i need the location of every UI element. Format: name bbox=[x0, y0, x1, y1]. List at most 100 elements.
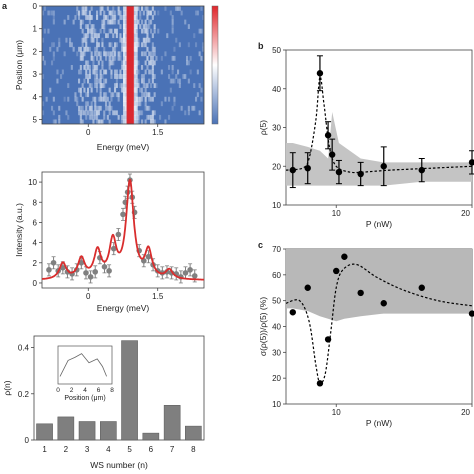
heatmap-cell bbox=[130, 88, 132, 93]
heatmap-cell bbox=[179, 83, 181, 88]
heatmap-cell bbox=[100, 83, 102, 88]
heatmap-y-tick-label: 3 bbox=[33, 70, 38, 79]
heatmap-cell bbox=[161, 70, 163, 75]
heatmap-cell bbox=[83, 11, 85, 16]
heatmap-cell bbox=[123, 11, 125, 16]
heatmap-cell bbox=[96, 65, 98, 70]
heatmap-cell bbox=[100, 70, 102, 75]
heatmap-cell bbox=[94, 101, 96, 106]
panel-c-y-tick-label: 20 bbox=[272, 374, 281, 383]
heatmap-cell bbox=[98, 110, 100, 115]
heatmap-cell bbox=[116, 29, 118, 34]
heatmap-cell bbox=[53, 51, 55, 56]
heatmap-cell bbox=[150, 83, 152, 88]
heatmap-cell bbox=[80, 70, 82, 75]
heatmap-cell bbox=[130, 119, 132, 124]
heatmap-cell bbox=[146, 106, 148, 111]
heatmap-cell bbox=[141, 51, 143, 56]
heatmap-cell bbox=[137, 119, 139, 124]
heatmap-cell bbox=[145, 101, 147, 106]
heatmap-cell bbox=[103, 79, 105, 84]
heatmap-cell bbox=[130, 110, 132, 115]
heatmap-cell bbox=[123, 92, 125, 97]
heatmap-cell bbox=[74, 15, 76, 20]
heatmap-cell bbox=[96, 83, 98, 88]
spectrum-y-tick-label: 4 bbox=[33, 239, 38, 248]
heatmap-cell bbox=[121, 119, 123, 124]
heatmap-cell bbox=[85, 42, 87, 47]
heatmap-cell bbox=[98, 106, 100, 111]
panel-b-plot bbox=[286, 56, 474, 188]
heatmap-cell bbox=[91, 51, 93, 56]
histogram-x-tick-label: 3 bbox=[85, 445, 90, 454]
heatmap-cell bbox=[172, 15, 174, 20]
heatmap-cell bbox=[130, 101, 132, 106]
heatmap-cell bbox=[114, 29, 116, 34]
heatmap-cell bbox=[128, 15, 130, 20]
panel-b-data-point bbox=[305, 165, 311, 171]
heatmap-cell bbox=[136, 29, 138, 34]
heatmap-cell bbox=[152, 15, 154, 20]
panel-c-y-axis-label: σ(ρ(5))/ρ(5) (%) bbox=[258, 297, 268, 356]
heatmap-cell bbox=[78, 110, 80, 115]
heatmap-cell bbox=[130, 97, 132, 102]
heatmap-cell bbox=[83, 38, 85, 43]
heatmap-cell bbox=[123, 101, 125, 106]
heatmap-cell bbox=[94, 33, 96, 38]
panel-c-y-tick-label: 30 bbox=[272, 348, 281, 357]
heatmap-cell bbox=[132, 20, 134, 25]
panel-c-y-tick-label: 40 bbox=[272, 323, 281, 332]
heatmap-cell bbox=[78, 11, 80, 16]
heatmap-cell bbox=[137, 70, 139, 75]
heatmap-cell bbox=[83, 51, 85, 56]
histogram-y-tick-label: 0 bbox=[25, 436, 30, 445]
heatmap-cell bbox=[168, 74, 170, 79]
heatmap-cell bbox=[96, 33, 98, 38]
heatmap-cell bbox=[91, 110, 93, 115]
panel-c-data-point bbox=[357, 290, 363, 296]
heatmap-cell bbox=[123, 65, 125, 70]
heatmap-cell bbox=[89, 83, 91, 88]
heatmap-cell bbox=[96, 42, 98, 47]
heatmap-cell bbox=[114, 74, 116, 79]
heatmap-cell bbox=[172, 106, 174, 111]
heatmap-cell bbox=[139, 101, 141, 106]
heatmap-cell bbox=[85, 38, 87, 43]
heatmap-cell bbox=[47, 29, 49, 34]
heatmap-cell bbox=[64, 51, 66, 56]
heatmap-cell bbox=[56, 47, 58, 52]
heatmap-cell bbox=[100, 106, 102, 111]
heatmap-cell bbox=[94, 65, 96, 70]
heatmap-cell bbox=[109, 106, 111, 111]
heatmap-cell bbox=[103, 92, 105, 97]
heatmap-cell bbox=[127, 83, 129, 88]
heatmap-cell bbox=[128, 110, 130, 115]
heatmap-cell bbox=[132, 51, 134, 56]
heatmap-cell bbox=[154, 119, 156, 124]
heatmap-cell bbox=[101, 65, 103, 70]
heatmap-cell bbox=[127, 106, 129, 111]
heatmap-colorbar bbox=[212, 6, 218, 124]
heatmap-cell bbox=[179, 6, 181, 11]
heatmap-cell bbox=[112, 56, 114, 61]
heatmap-cell bbox=[87, 47, 89, 52]
heatmap-cell bbox=[134, 70, 136, 75]
heatmap-cell bbox=[132, 29, 134, 34]
heatmap-cell bbox=[150, 56, 152, 61]
heatmap-cell bbox=[152, 47, 154, 52]
heatmap-cell bbox=[127, 15, 129, 20]
heatmap-cell bbox=[92, 65, 94, 70]
heatmap-cell bbox=[145, 92, 147, 97]
heatmap-cell bbox=[141, 119, 143, 124]
heatmap-cell bbox=[87, 79, 89, 84]
panel-c-y-tick-label: 50 bbox=[272, 297, 281, 306]
heatmap-cell bbox=[170, 11, 172, 16]
heatmap-cell bbox=[96, 38, 98, 43]
heatmap-cell bbox=[103, 29, 105, 34]
panel-c-y-tick-label: 70 bbox=[272, 245, 281, 254]
heatmap-cell bbox=[119, 15, 121, 20]
heatmap-cell bbox=[127, 119, 129, 124]
heatmap-cell bbox=[148, 11, 150, 16]
heatmap-cell bbox=[130, 74, 132, 79]
panel-b-data-point bbox=[317, 70, 323, 76]
